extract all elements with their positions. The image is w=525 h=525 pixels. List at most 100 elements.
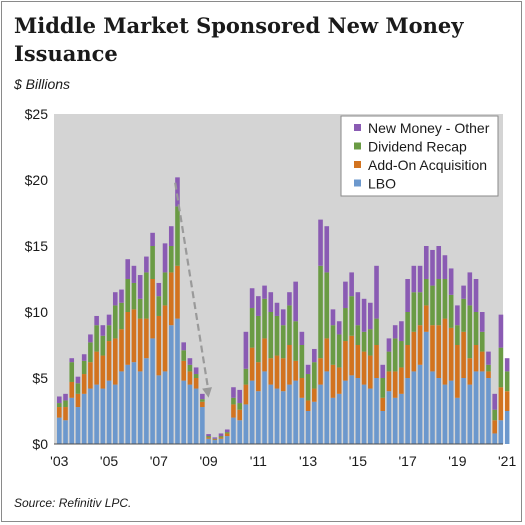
bar-segment: [492, 393, 497, 410]
bar-segment: [305, 364, 311, 375]
bar-segment: [280, 358, 286, 392]
bar-segment: [467, 384, 473, 444]
bar-segment: [131, 282, 137, 310]
bar-segment: [237, 389, 242, 404]
bar-segment: [473, 345, 479, 372]
bar-segment: [224, 433, 230, 437]
bar-segment: [374, 345, 379, 378]
bar-segment: [374, 265, 379, 319]
bar-segment: [430, 285, 435, 326]
bar-segment: [63, 420, 68, 444]
bar-segment: [504, 391, 510, 411]
bar-segment: [479, 312, 485, 332]
bar-segment: [417, 364, 423, 444]
bar-segment: [137, 318, 143, 372]
bar-segment: [330, 364, 336, 398]
bar-segment: [411, 292, 417, 332]
bar-segment: [318, 358, 323, 385]
bar-segment: [162, 272, 168, 306]
bar-segment: [349, 272, 354, 297]
chart-subtitle: $ Billions: [14, 76, 71, 92]
bar-segment: [112, 384, 118, 444]
bar-segment: [299, 378, 305, 398]
bar-segment: [312, 401, 317, 444]
bar-segment: [324, 338, 330, 372]
bar-segment: [231, 417, 236, 444]
bar-segment: [417, 325, 423, 365]
bar-segment: [243, 404, 249, 444]
bar-segment: [162, 243, 168, 273]
bar-segment: [268, 358, 274, 385]
bar-segment: [106, 325, 112, 342]
bar-segment: [75, 407, 81, 444]
bar-segment: [455, 325, 460, 345]
bar-segment: [355, 325, 361, 345]
bar-segment: [137, 371, 143, 444]
bar-segment: [498, 314, 504, 348]
legend-label: LBO: [368, 176, 396, 192]
x-tick-label: '03: [50, 453, 68, 469]
bar-segment: [94, 315, 99, 326]
bar-segment: [75, 383, 81, 394]
x-tick-label: '11: [250, 453, 267, 469]
bar-segment: [262, 371, 267, 444]
bar-segment: [218, 433, 224, 437]
bar-segment: [492, 433, 497, 444]
bar-segment: [193, 367, 199, 375]
bar-segment: [218, 438, 224, 444]
x-tick-label: '13: [299, 453, 317, 469]
bar-segment: [355, 345, 361, 378]
decline-arrow-line: [174, 182, 210, 392]
bar-segment: [455, 305, 460, 326]
bar-segment: [305, 400, 311, 411]
bar-segment: [119, 289, 124, 303]
bar-segment: [57, 417, 62, 444]
bar-segment: [405, 279, 410, 312]
x-tick-label: '15: [349, 453, 367, 469]
bar-segment: [330, 397, 336, 444]
bar-segment: [455, 397, 460, 444]
bar-segment: [423, 279, 429, 306]
bar-segment: [212, 440, 218, 444]
bar-segment: [156, 375, 162, 444]
bar-segment: [243, 368, 249, 385]
bar-segment: [206, 438, 211, 444]
x-tick-label: '07: [150, 453, 168, 469]
bar-segment: [125, 364, 131, 444]
bar-segment: [430, 371, 435, 444]
bar-segment: [430, 249, 435, 286]
bar-segment: [423, 305, 429, 332]
legend-label: Dividend Recap: [368, 139, 467, 155]
bar-segment: [374, 318, 379, 345]
bar-segment: [81, 360, 87, 375]
bar-segment: [262, 338, 267, 372]
bar-segment: [287, 292, 292, 306]
bar-segment: [268, 384, 274, 444]
bar-segment: [106, 314, 112, 326]
bar-segment: [504, 358, 510, 372]
bar-segment: [361, 331, 367, 352]
bar-segment: [430, 325, 435, 372]
bar-segment: [88, 334, 93, 343]
bar-segment: [486, 378, 491, 444]
bar-segment: [274, 315, 280, 356]
bar-segment: [112, 338, 118, 385]
bar-segment: [349, 335, 354, 376]
legend-box: [340, 115, 499, 197]
bar-segment: [193, 374, 199, 378]
bar-segment: [125, 312, 131, 365]
bar-segment: [119, 302, 124, 330]
bar-segment: [361, 384, 367, 444]
bar-segment: [318, 384, 323, 444]
bar-segment: [386, 351, 392, 372]
bar-segment: [312, 348, 317, 363]
bar-segment: [206, 437, 211, 439]
bar-segment: [467, 358, 473, 385]
bar-segment: [224, 429, 230, 433]
bar-segment: [293, 281, 298, 322]
bar-segment: [112, 305, 118, 339]
bar-segment: [268, 292, 274, 312]
bar-segment: [399, 393, 404, 444]
bar-segment: [318, 265, 323, 359]
bar-segment: [442, 279, 448, 319]
